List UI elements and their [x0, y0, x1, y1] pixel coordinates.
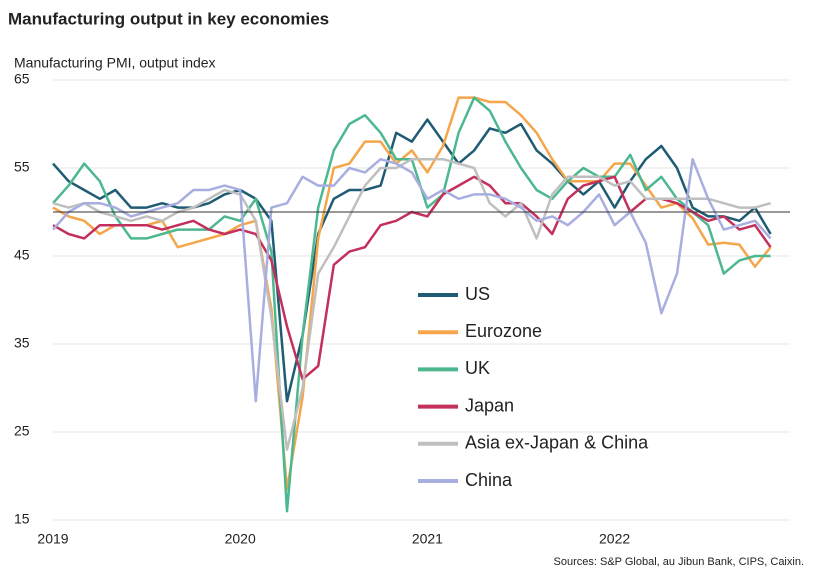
legend-label: US	[465, 284, 490, 304]
source-note: Sources: S&P Global, au Jibun Bank, CIPS…	[554, 556, 804, 568]
series-line	[52, 96, 772, 491]
y-tick-label: 25	[14, 423, 30, 439]
chart-title: Manufacturing output in key economies	[8, 9, 329, 28]
series-line	[52, 157, 771, 451]
y-tick-label: 55	[14, 159, 30, 175]
x-tick-label: 2019	[37, 531, 68, 547]
x-tick-label: 2021	[412, 531, 443, 547]
series-line	[52, 157, 772, 403]
y-tick-label: 35	[14, 335, 30, 351]
y-tick-label: 45	[14, 247, 30, 263]
x-tick-label: 2020	[225, 531, 256, 547]
y-axis-label: Manufacturing PMI, output index	[14, 55, 216, 71]
legend-label: UK	[465, 358, 490, 378]
series-line	[52, 118, 772, 403]
legend-label: Asia ex-Japan & China	[465, 433, 649, 453]
y-tick-label: 15	[14, 511, 30, 527]
x-tick-label: 2022	[599, 531, 630, 547]
legend-label: China	[465, 470, 513, 490]
legend-label: Eurozone	[465, 321, 542, 341]
legend-label: Japan	[465, 395, 514, 415]
y-tick-label: 65	[14, 71, 30, 87]
